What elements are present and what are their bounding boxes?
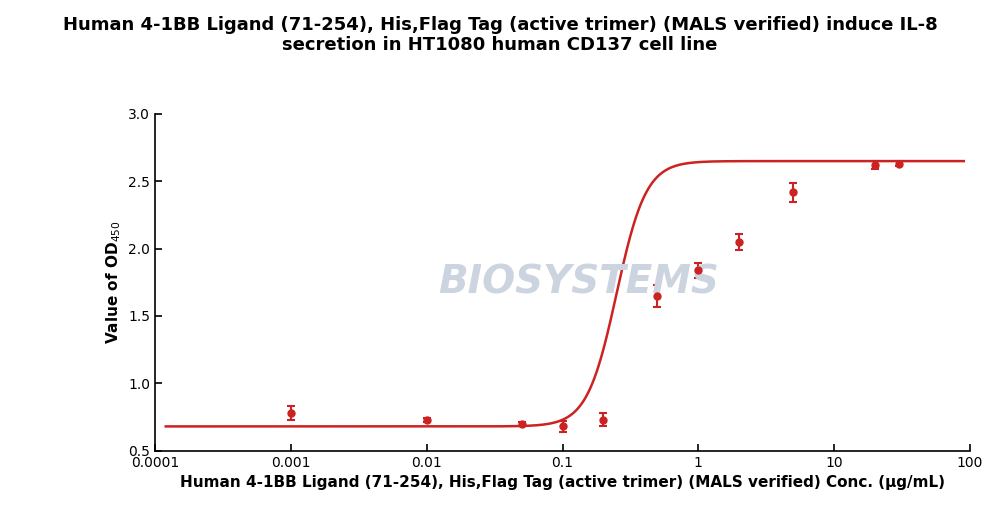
Text: Human 4-1BB Ligand (71-254), His,Flag Tag (active trimer) (MALS verified) induce: Human 4-1BB Ligand (71-254), His,Flag Ta… xyxy=(63,16,937,54)
Text: BIOSYSTEMS: BIOSYSTEMS xyxy=(438,263,719,301)
Y-axis label: Value of OD$_{450}$: Value of OD$_{450}$ xyxy=(104,221,123,344)
X-axis label: Human 4-1BB Ligand (71-254), His,Flag Tag (active trimer) (MALS verified) Conc. : Human 4-1BB Ligand (71-254), His,Flag Ta… xyxy=(180,475,945,490)
